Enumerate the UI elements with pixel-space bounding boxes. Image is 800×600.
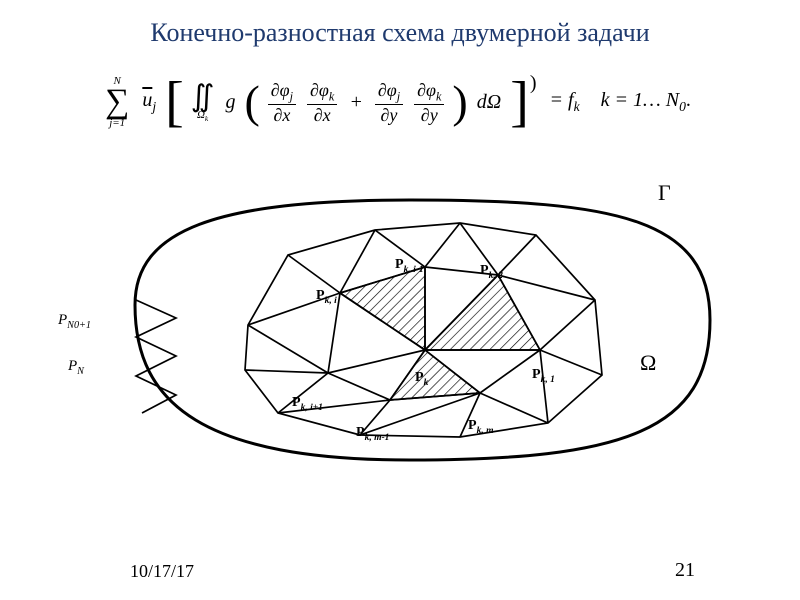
footer-date: 10/17/17: [130, 561, 194, 582]
p-n-label: PN: [68, 358, 84, 377]
mesh-diagram: [60, 175, 750, 495]
equation: N ∑ j=1 uj [ ∬ Ωk g ( ∂φj ∂x ∂φk ∂x + ∂φ…: [0, 72, 800, 129]
node-label: Pk: [415, 370, 428, 388]
u-term: uj: [142, 89, 156, 115]
frac-4: ∂φk ∂y: [414, 81, 444, 124]
p-n0-plus-1-label: PN0+1: [58, 312, 91, 331]
footer-page: 21: [675, 559, 695, 582]
node-label: Pk, i: [316, 288, 337, 306]
frac-1: ∂φj ∂x: [268, 81, 296, 124]
node-label: Pk, i-1: [395, 257, 424, 275]
gamma-label: Γ: [658, 180, 671, 206]
sum-symbol: N ∑ j=1: [105, 76, 129, 129]
double-integral: ∬ Ωk: [191, 83, 215, 123]
node-label: Pk, 2: [480, 263, 503, 281]
node-label: Pk, i+1: [292, 395, 323, 413]
frac-2: ∂φk ∂x: [307, 81, 337, 124]
page-title: Конечно-разностная схема двумерной задач…: [0, 18, 800, 48]
rhs: = fk: [550, 89, 580, 115]
omega-label: Ω: [640, 350, 656, 376]
node-label: Pk, m-1: [356, 425, 389, 443]
frac-3: ∂φj ∂y: [375, 81, 403, 124]
g-term: g: [225, 91, 235, 114]
node-label: Pk, 1: [532, 367, 555, 385]
node-label: Pk, m: [468, 418, 493, 436]
dangling-paren: ): [530, 72, 537, 95]
condition: k = 1… N0.: [601, 89, 691, 115]
